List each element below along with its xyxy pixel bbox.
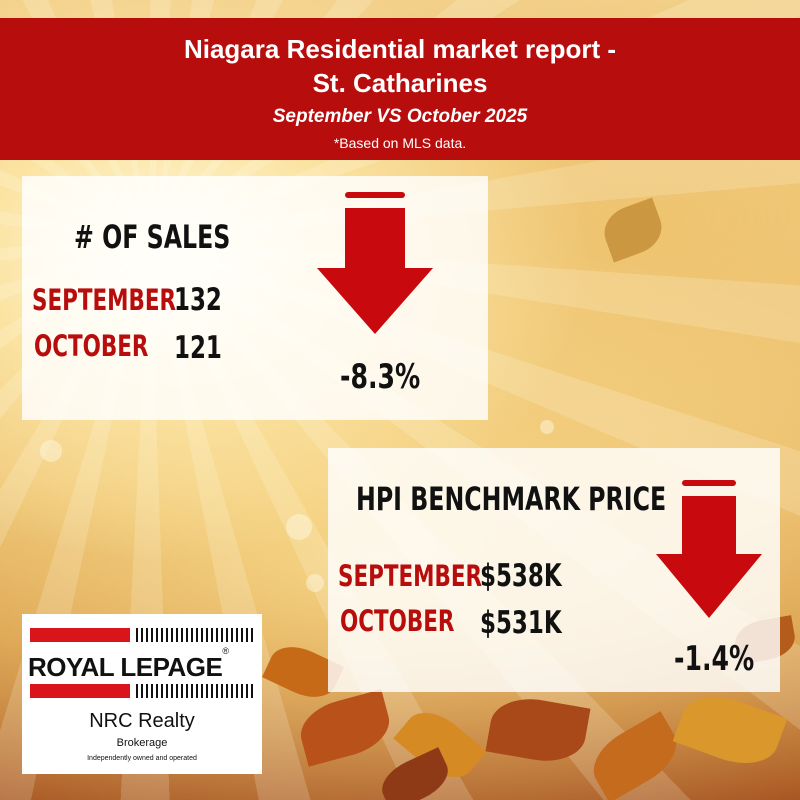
hpi-value-september: $538K — [480, 558, 562, 594]
down-arrow-icon — [317, 192, 433, 334]
report-title-line-1: Niagara Residential market report - — [183, 34, 617, 64]
logo-brand-name: ROYAL LEPAGE® — [28, 646, 256, 683]
hpi-month-label-september: SEPTEMBER — [338, 559, 483, 593]
data-source-note: *Based on MLS data. — [333, 135, 467, 151]
logo-office-name: NRC Realty — [89, 710, 195, 732]
falling-leaf — [597, 197, 669, 263]
autumn-leaf — [672, 684, 788, 776]
autumn-leaf — [294, 689, 396, 767]
sales-panel: # OF SALES SEPTEMBER 132 OCTOBER 121 -8.… — [22, 176, 488, 420]
header-banner: Niagara Residential market report - St. … — [0, 18, 800, 160]
hpi-value-october: $531K — [480, 605, 562, 641]
bokeh-light — [286, 514, 312, 540]
autumn-leaf — [582, 711, 688, 800]
hpi-month-label-october: OCTOBER — [340, 604, 455, 638]
logo-barcode-bottom — [136, 684, 254, 698]
logo-brand-text: ROYAL LEPAGE — [28, 652, 223, 682]
royal-lepage-logo: ROYAL LEPAGE® NRC Realty Brokerage Indep… — [22, 614, 262, 774]
sales-month-label-october: OCTOBER — [34, 329, 149, 363]
down-arrow-icon — [656, 480, 762, 618]
registered-mark-icon: ® — [222, 646, 229, 657]
hpi-percent-change: -1.4% — [674, 639, 755, 679]
report-subtitle: September VS October 2025 — [272, 106, 528, 127]
logo-red-bar-top — [30, 628, 130, 642]
logo-brokerage: Brokerage — [116, 737, 168, 749]
report-title: Niagara Residential market report - St. … — [0, 18, 800, 100]
sales-value-september: 132 — [174, 282, 222, 318]
sales-month-label-september: SEPTEMBER — [32, 283, 177, 317]
autumn-leaf — [485, 692, 591, 768]
hpi-panel: HPI BENCHMARK PRICE SEPTEMBER $538K OCTO… — [328, 448, 780, 692]
hpi-heading: HPI BENCHMARK PRICE — [356, 480, 667, 518]
sales-value-october: 121 — [174, 330, 222, 366]
sales-heading: # OF SALES — [74, 218, 231, 256]
report-title-line-2: St. Catharines — [312, 68, 488, 98]
sales-percent-change: -8.3% — [340, 357, 421, 397]
logo-tagline: Independently owned and operated — [87, 755, 197, 762]
bokeh-light — [40, 440, 62, 462]
logo-barcode-top — [136, 628, 254, 642]
bokeh-light — [540, 420, 554, 434]
bokeh-light — [306, 574, 324, 592]
logo-red-bar-bottom — [30, 684, 130, 698]
